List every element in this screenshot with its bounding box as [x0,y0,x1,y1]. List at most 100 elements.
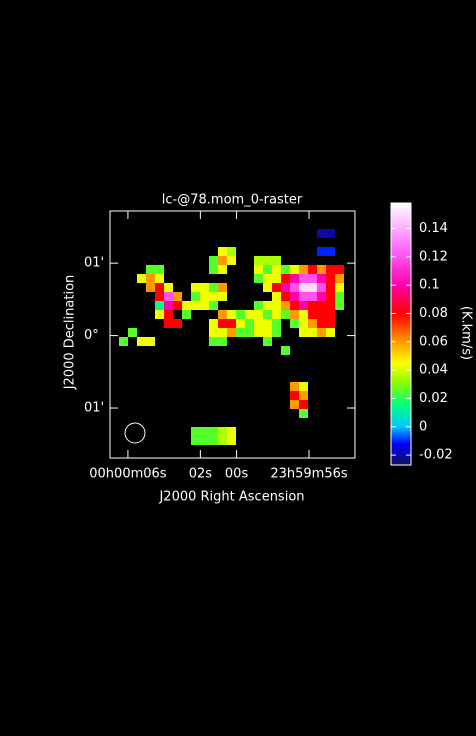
y-tick-label: 0° [84,328,99,343]
pixel [218,265,227,274]
pixel [326,328,335,337]
pixel [218,328,227,337]
pixel [299,292,308,301]
colorbar-tick-label: 0.1 [419,278,440,293]
pixel [281,346,290,355]
pixel [317,292,326,301]
pixel [299,265,308,274]
pixel [272,265,281,274]
pixel [209,265,218,274]
pixel [173,301,182,310]
pixel [317,319,326,328]
pixel [218,337,227,346]
pixel [218,310,227,319]
pixel [218,427,227,436]
pixel [155,292,164,301]
pixel [308,265,317,274]
pixel [263,328,272,337]
pixel [272,319,281,328]
pixel [227,436,236,445]
pixel [245,319,254,328]
y-tick-label: 01' [84,256,104,271]
pixel [335,274,344,283]
pixel [200,292,209,301]
pixel [272,256,281,265]
pixel [308,310,317,319]
pixel [272,310,281,319]
pixel [299,382,308,391]
pixel [155,301,164,310]
pixel [200,436,209,445]
pixel [326,265,335,274]
pixel [335,292,344,301]
pixel [173,292,182,301]
x-tick-label: 00s [225,467,249,482]
pixel [191,283,200,292]
pixel [272,328,281,337]
pixel [299,400,308,409]
pixel [227,310,236,319]
pixel [200,427,209,436]
pixel [290,301,299,310]
pixel [272,283,281,292]
pixel [191,436,200,445]
pixel [173,319,182,328]
pixel [245,310,254,319]
pixel [299,310,308,319]
pixel [209,292,218,301]
pixel [290,292,299,301]
pixel [227,319,236,328]
plot-frame [109,210,356,459]
pixel [317,310,326,319]
pixel [155,310,164,319]
pixel [164,283,173,292]
colorbar-tick-label: 0.06 [419,334,448,349]
pixel [218,436,227,445]
pixel [155,283,164,292]
pixel [254,301,263,310]
pixel [227,328,236,337]
colorbar-tick-label: 0.14 [419,221,448,236]
pixel [182,310,191,319]
pixel [254,265,263,274]
pixel [299,328,308,337]
pixel [164,301,173,310]
pixel [191,301,200,310]
pixel [299,391,308,400]
pixel [326,247,335,256]
pixel [164,292,173,301]
pixel [326,292,335,301]
pixel [200,301,209,310]
pixel [326,283,335,292]
colorbar-tick-label: 0.12 [419,249,448,264]
pixel [317,301,326,310]
colorbar-tick-label: 0.04 [419,363,448,378]
beam [124,422,146,444]
pixel [236,310,245,319]
pixel [128,328,137,337]
pixel [254,310,263,319]
pixel [290,265,299,274]
pixel [326,274,335,283]
pixel [218,319,227,328]
pixel [209,319,218,328]
pixel [263,337,272,346]
pixel [308,292,317,301]
pixel [317,274,326,283]
pixel [236,319,245,328]
pixel [254,319,263,328]
pixel [218,292,227,301]
pixel [191,292,200,301]
pixel [281,310,290,319]
pixel [155,265,164,274]
pixel [263,310,272,319]
pixel [155,274,164,283]
pixel [290,274,299,283]
pixel [281,292,290,301]
pixel [326,319,335,328]
pixel [263,283,272,292]
pixel [209,328,218,337]
pixel [254,256,263,265]
pixel [272,292,281,301]
colorbar-tick-label: -0.02 [419,448,453,463]
